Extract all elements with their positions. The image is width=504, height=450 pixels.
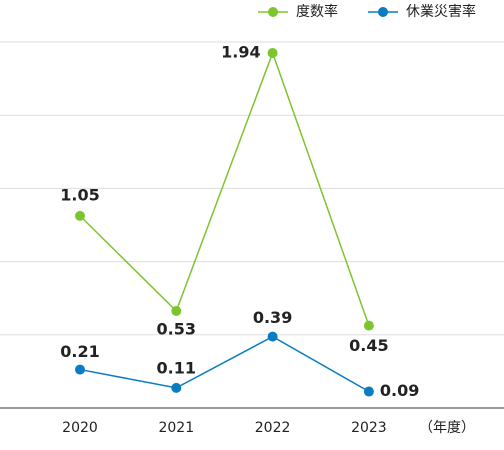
x-tick-label: 2020: [62, 420, 98, 436]
x-tick-label: 2022: [255, 420, 291, 436]
legend-label: 休業災害率: [406, 3, 476, 20]
x-tick-label: 2023: [351, 420, 387, 436]
x-tick-label: 2021: [158, 420, 194, 436]
data-label: 0.11: [157, 358, 196, 377]
data-label: 0.53: [157, 320, 196, 339]
data-point: [171, 306, 182, 317]
data-label: 0.45: [349, 336, 388, 355]
data-point: [75, 364, 85, 375]
data-label: 1.94: [221, 42, 260, 61]
data-label: 0.39: [253, 308, 292, 327]
data-point: [363, 386, 374, 397]
data-label: 0.09: [380, 381, 419, 400]
data-point: [267, 47, 278, 58]
data-label: 1.05: [60, 185, 99, 204]
legend-label: 度数率: [296, 3, 338, 20]
series-line: [79, 50, 370, 326]
data-point: [267, 331, 278, 342]
data-point: [171, 382, 182, 393]
x-unit-label: （年度）: [419, 420, 475, 436]
data-point: [75, 210, 85, 221]
legend-dot: [378, 7, 388, 17]
legend-dot: [268, 7, 278, 17]
data-point: [363, 320, 374, 331]
series-line: [79, 335, 370, 393]
data-label: 0.21: [60, 342, 99, 361]
